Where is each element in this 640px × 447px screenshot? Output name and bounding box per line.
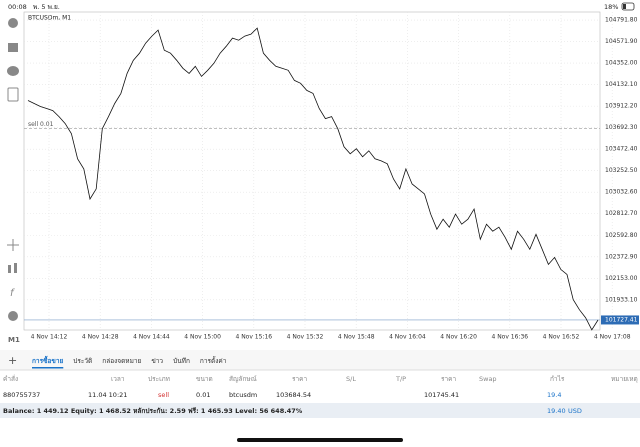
table-cell: 880755737 xyxy=(3,391,40,399)
chat-icon[interactable] xyxy=(7,66,19,76)
tab-underline xyxy=(32,367,64,369)
tab-bar xyxy=(0,350,640,370)
y-tick-label: 104352.00 xyxy=(605,60,638,67)
date: พ. 5 พ.ย. xyxy=(33,3,60,11)
left-toolbar: f xyxy=(7,18,19,321)
candle-icon[interactable] xyxy=(14,263,17,273)
table-header: หมายเหตุ xyxy=(611,375,638,383)
table-cell: btcusdm xyxy=(229,391,257,399)
x-tick-label: 4 Nov 14:44 xyxy=(133,334,170,341)
tab[interactable]: ประวัติ xyxy=(73,357,92,365)
table-header: Swap xyxy=(479,375,497,383)
battery-percent: 18% xyxy=(604,3,618,11)
summary-bar xyxy=(0,403,640,418)
y-tick-label: 102153.00 xyxy=(605,275,638,282)
crosshair-icon[interactable] xyxy=(7,239,19,251)
summary-currency: USD xyxy=(568,407,582,415)
y-tick-label: 103912.20 xyxy=(605,103,638,110)
y-tick-label: 102812.70 xyxy=(605,210,638,217)
tab[interactable]: การตั้งค่า xyxy=(200,356,227,365)
tab[interactable]: กล่องจดหมาย xyxy=(102,357,141,365)
table-header: ขนาด xyxy=(196,375,213,383)
y-tick-label: 103252.50 xyxy=(605,167,638,174)
x-tick-label: 4 Nov 15:16 xyxy=(235,334,272,341)
price-line-series xyxy=(27,27,599,331)
symbol: BTCUSDm, M1 xyxy=(28,15,71,22)
price-tag xyxy=(601,315,639,325)
table-cell: 11.04 10:21 xyxy=(88,391,127,399)
table-cell: sell xyxy=(158,391,169,399)
timeframe[interactable]: M1 xyxy=(8,336,20,344)
objects-icon[interactable] xyxy=(8,311,18,321)
tab[interactable]: การซื้อขาย xyxy=(32,355,63,365)
y-tick-label: 102592.80 xyxy=(605,232,638,239)
summary-profit: 19.40 xyxy=(547,407,566,415)
table-cell: 19.4 xyxy=(547,391,561,399)
x-tick-label: 4 Nov 15:48 xyxy=(338,334,375,341)
y-tick-label: 103692.30 xyxy=(605,124,638,131)
plot xyxy=(24,12,613,331)
battery-icon xyxy=(621,2,635,11)
x-tick-label: 4 Nov 15:00 xyxy=(184,334,221,341)
x-tick-label: 4 Nov 14:12 xyxy=(31,334,68,341)
table-cell: 0.01 xyxy=(196,391,210,399)
y-tick-label: 103472.40 xyxy=(605,146,638,153)
battery-level xyxy=(623,4,626,9)
add-button[interactable]: + xyxy=(8,354,17,367)
table-header: กำไร xyxy=(550,375,565,383)
table-header: ราคา xyxy=(441,375,456,383)
order-label: sell 0.01 xyxy=(28,121,54,128)
x-tick-label: 4 Nov 16:20 xyxy=(440,334,477,341)
x-tick-label: 4 Nov 15:32 xyxy=(287,334,324,341)
tab[interactable]: ข่าว xyxy=(151,357,163,365)
indicator-icon[interactable]: f xyxy=(10,288,15,299)
x-tick-label: 4 Nov 14:28 xyxy=(82,334,119,341)
x-tick-label: 4 Nov 16:04 xyxy=(389,334,426,341)
y-tick-label: 104791.80 xyxy=(605,17,638,24)
y-tick-label: 104132.10 xyxy=(605,81,638,88)
x-tick-label: 4 Nov 16:36 xyxy=(491,334,528,341)
table-cell: 101745.41 xyxy=(424,391,459,399)
y-tick-label: 101933.10 xyxy=(605,296,638,303)
plot-frame xyxy=(23,11,601,331)
clock: 00:08 xyxy=(8,3,27,11)
table-header: สัญลักษณ์ xyxy=(229,375,257,383)
candle-icon[interactable] xyxy=(8,265,11,273)
tab[interactable]: บันทึก xyxy=(173,357,190,365)
account-icon[interactable] xyxy=(8,18,18,28)
price-label: 101727.41 xyxy=(605,316,638,323)
table-header: T/P xyxy=(395,375,406,383)
table-header: S/L xyxy=(346,375,356,383)
trade-icon[interactable] xyxy=(8,43,18,52)
y-tick-label: 104571.90 xyxy=(605,38,638,45)
y-tick-label: 102372.90 xyxy=(605,253,638,260)
table-header: เวลา xyxy=(111,375,125,383)
table-cell: 103684.54 xyxy=(276,391,311,399)
x-tick-label: 4 Nov 16:52 xyxy=(543,334,580,341)
table-header: ราคา xyxy=(292,375,307,383)
y-tick-label: 103032.60 xyxy=(605,189,638,196)
home-indicator xyxy=(237,438,403,442)
doc-icon[interactable] xyxy=(7,87,19,102)
table-header: ประเภท xyxy=(148,375,170,383)
table-header: คำสั่ง xyxy=(3,374,18,383)
summary-text: Balance: 1 449.12 Equity: 1 468.52 หลักป… xyxy=(3,407,303,415)
x-tick-label: 4 Nov 17:08 xyxy=(594,334,631,341)
